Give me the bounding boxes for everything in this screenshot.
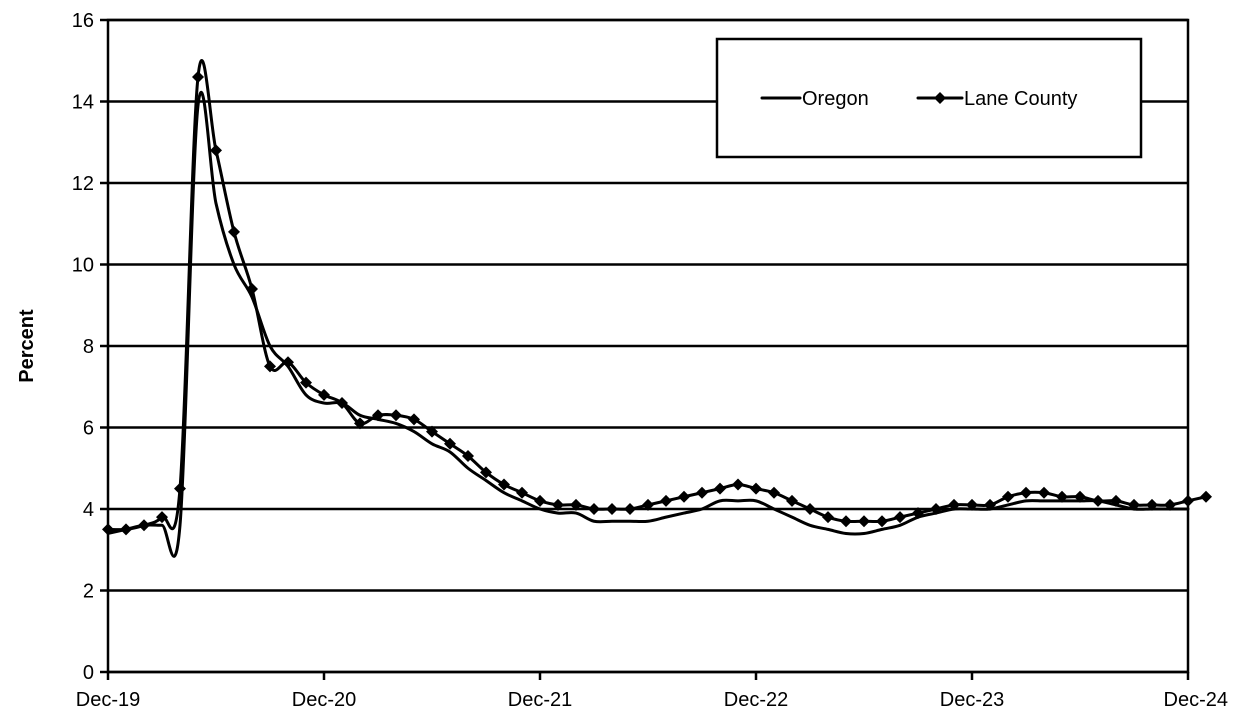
data-point-lane-county-36 (750, 482, 762, 495)
legend-marker-lane-county (934, 92, 946, 104)
data-point-lane-county-44 (894, 511, 906, 524)
data-point-lane-county-46 (930, 503, 942, 515)
y-tick-label-8: 8 (83, 336, 94, 358)
y-tick-label-14: 14 (72, 92, 94, 114)
series-group (102, 59, 1212, 558)
data-point-lane-county-4 (174, 482, 186, 495)
y-axis-ticks: 0 2 4 6 8 10 12 14 16 (72, 10, 108, 684)
x-tick-label-Dec-23: Dec-23 (940, 689, 1004, 711)
y-tick-label-6: 6 (83, 418, 94, 440)
data-point-lane-county-58 (1146, 498, 1158, 511)
x-tick-label-Dec-24: Dec-24 (1164, 689, 1228, 711)
data-point-lane-county-19 (444, 437, 456, 450)
data-point-lane-county-23 (516, 486, 528, 499)
data-point-lane-county-48 (966, 498, 978, 511)
data-point-lane-county-9 (264, 360, 276, 373)
data-point-lane-county-22 (498, 478, 510, 491)
data-point-lane-county-2 (138, 519, 150, 532)
data-point-lane-county-37 (768, 486, 780, 499)
data-point-lane-county-45 (912, 507, 924, 520)
y-tick-label-10: 10 (72, 255, 94, 277)
data-point-lane-county-27 (588, 503, 600, 515)
data-point-lane-county-3 (156, 511, 168, 524)
data-point-lane-county-12 (318, 388, 330, 401)
data-point-lane-county-6 (210, 144, 222, 157)
data-point-lane-county-42 (858, 515, 870, 528)
data-point-lane-county-39 (804, 503, 816, 515)
y-tick-label-16: 16 (72, 10, 94, 32)
data-point-lane-county-10 (282, 356, 294, 369)
data-point-lane-county-38 (786, 494, 798, 507)
data-point-lane-county-29 (624, 503, 636, 515)
x-tick-label-Dec-22: Dec-22 (724, 689, 788, 711)
x-tick-label-Dec-19: Dec-19 (76, 689, 140, 711)
data-point-lane-county-11 (300, 376, 312, 389)
data-point-lane-county-41 (840, 515, 852, 528)
data-point-lane-county-16 (390, 409, 402, 422)
data-point-lane-county-59 (1164, 498, 1176, 511)
data-point-lane-county-20 (462, 450, 474, 463)
data-point-lane-county-28 (606, 503, 618, 515)
y-tick-label-0: 0 (83, 662, 94, 684)
data-point-lane-county-61 (1200, 490, 1212, 503)
data-point-lane-county-31 (660, 494, 672, 507)
y-tick-label-4: 4 (83, 499, 94, 521)
series-line-oregon (106, 91, 1190, 558)
data-point-lane-county-33 (696, 486, 708, 499)
data-point-lane-county-52 (1038, 486, 1050, 499)
data-point-lane-county-32 (678, 490, 690, 503)
data-point-lane-county-7 (228, 225, 240, 238)
data-point-lane-county-54 (1074, 490, 1086, 503)
data-point-lane-county-34 (714, 482, 726, 495)
data-point-lane-county-26 (570, 498, 582, 511)
data-point-lane-county-18 (426, 425, 438, 438)
legend-label-oregon: Oregon (802, 88, 869, 110)
data-point-lane-county-17 (408, 413, 420, 426)
data-point-lane-county-55 (1092, 494, 1104, 507)
y-tick-label-2: 2 (83, 581, 94, 603)
x-tick-label-Dec-20: Dec-20 (292, 689, 356, 711)
y-axis-label: Percent (16, 309, 38, 383)
data-point-lane-county-24 (534, 494, 546, 507)
data-point-lane-county-40 (822, 511, 834, 524)
legend: Oregon Lane County (715, 37, 1143, 159)
data-point-lane-county-47 (948, 498, 960, 511)
data-point-lane-county-5 (192, 71, 204, 84)
data-point-lane-county-56 (1110, 494, 1122, 507)
data-point-lane-county-43 (876, 515, 888, 528)
data-point-lane-county-14 (354, 417, 366, 430)
data-point-lane-county-50 (1002, 490, 1014, 503)
data-point-lane-county-25 (552, 498, 564, 511)
legend-label-lane-county: Lane County (964, 88, 1077, 110)
data-point-lane-county-51 (1020, 486, 1032, 499)
y-tick-label-12: 12 (72, 173, 94, 195)
x-axis-ticks: Dec-19 Dec-20 Dec-21 Dec-22 Dec-23 Dec-24 (76, 672, 1228, 711)
data-point-lane-county-53 (1056, 490, 1068, 503)
data-point-lane-county-21 (480, 466, 492, 479)
x-tick-label-Dec-21: Dec-21 (508, 689, 572, 711)
data-point-lane-county-8 (246, 282, 258, 295)
data-point-lane-county-1 (120, 523, 132, 536)
data-point-lane-county-13 (336, 397, 348, 410)
plot-area-frame (106, 18, 1190, 674)
data-point-lane-county-35 (732, 478, 744, 491)
data-point-lane-county-49 (984, 498, 996, 511)
data-point-lane-county-30 (642, 498, 654, 511)
data-point-lane-county-15 (372, 409, 384, 422)
data-point-lane-county-57 (1128, 498, 1140, 511)
